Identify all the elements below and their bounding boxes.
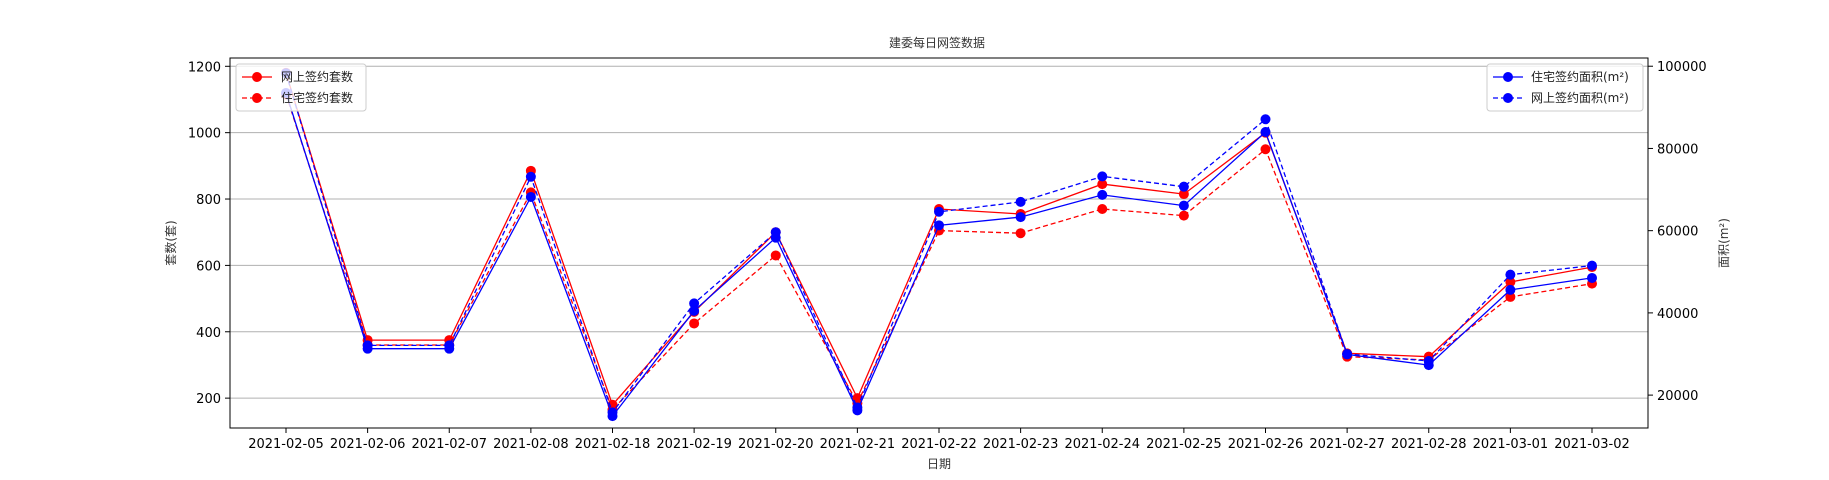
x-tick-label-4: 2021-02-18	[575, 437, 651, 452]
legend-left-label-1: 网上签约套数	[281, 69, 353, 84]
series-1-point-5	[689, 318, 700, 329]
right-tick-label-0: 20000	[1657, 389, 1698, 404]
right-tick-label-4: 100000	[1657, 60, 1707, 75]
left-tick-label-5: 1200	[188, 60, 221, 75]
series-3-point-10	[1097, 171, 1108, 182]
x-tick-label-13: 2021-02-27	[1309, 437, 1385, 452]
series-0-point-10	[1097, 179, 1108, 190]
series-3-point-14	[1423, 355, 1434, 366]
x-tick-label-6: 2021-02-20	[738, 437, 814, 452]
series-line-0	[285, 72, 1593, 407]
series-2-point-10	[1097, 189, 1108, 200]
legend-left: 网上签约套数 住宅签约套数	[235, 63, 367, 112]
legend-right-label-1: 住宅签约面积(m²)	[1531, 69, 1629, 84]
x-tick-label-9: 2021-02-23	[983, 437, 1059, 452]
series-3-point-3	[525, 171, 536, 182]
x-axis-title: 日期	[927, 457, 951, 471]
legend-right-marker-2	[1503, 93, 1513, 103]
series-2-point-11	[1178, 200, 1189, 211]
x-tick-label-14: 2021-02-28	[1391, 437, 1467, 452]
series-layer	[281, 67, 1597, 422]
x-tick-label-7: 2021-02-21	[820, 437, 896, 452]
x-tick-label-16: 2021-03-02	[1554, 437, 1630, 452]
legend-right-box	[1486, 63, 1644, 112]
series-0-point-11	[1178, 189, 1189, 200]
series-1-point-11	[1178, 210, 1189, 221]
x-tick-label-3: 2021-02-08	[493, 437, 569, 452]
x-tick-label-10: 2021-02-24	[1064, 437, 1140, 452]
series-3-point-2	[444, 340, 455, 351]
x-tick-label-2: 2021-02-07	[411, 437, 487, 452]
series-line-3	[285, 73, 1593, 414]
right-tick-label-1: 40000	[1657, 307, 1698, 322]
legend-right-label-2: 网上签约面积(m²)	[1531, 90, 1629, 105]
series-0-point-15	[1505, 276, 1516, 287]
legend-left-marker-2	[252, 93, 262, 103]
series-line-2	[285, 92, 1593, 418]
series-1-point-9	[1015, 228, 1026, 239]
x-tick-label-0: 2021-02-05	[248, 437, 324, 452]
series-3-point-4	[607, 407, 618, 418]
series-2-point-3	[525, 191, 536, 202]
plot-frame	[229, 57, 1649, 429]
left-tick-label-1: 400	[196, 326, 221, 341]
series-2-point-5	[689, 305, 700, 316]
series-3-point-6	[770, 227, 781, 238]
left-axis-title: 套数(套)	[163, 220, 178, 265]
series-3-point-12	[1260, 114, 1271, 125]
series-2-point-8	[934, 220, 944, 231]
left-tick-label-2: 600	[196, 259, 221, 274]
axes-layer: 200 400 600 800 1000 1200 20000 40000 60000 80000…	[188, 60, 1707, 452]
left-tick-label-4: 1000	[188, 127, 221, 142]
series-3-point-9	[1015, 196, 1026, 207]
series-3-point-13	[1342, 349, 1353, 359]
series-3-point-5	[689, 298, 700, 309]
series-1-point-15	[1505, 291, 1516, 302]
series-3-point-15	[1505, 269, 1516, 280]
series-2-point-16	[1587, 272, 1597, 283]
x-tick-label-8: 2021-02-22	[901, 437, 977, 452]
x-tick-label-11: 2021-02-25	[1146, 437, 1222, 452]
series-3-point-1	[362, 340, 373, 351]
grid-lines	[230, 65, 1648, 399]
series-3-point-11	[1178, 181, 1189, 192]
x-tick-label-1: 2021-02-06	[330, 437, 406, 452]
legend-left-box	[235, 63, 367, 112]
series-2-point-9	[1015, 212, 1026, 223]
legend-right: 住宅签约面积(m²) 网上签约面积(m²)	[1486, 63, 1644, 112]
right-tick-label-3: 80000	[1657, 142, 1698, 157]
series-1-point-6	[770, 250, 781, 261]
chart-title: 建委每日网签数据	[889, 35, 985, 50]
series-1-point-10	[1097, 203, 1108, 214]
right-axis-title: 面积(m²)	[1717, 218, 1731, 268]
legend-right-marker-1	[1503, 72, 1513, 82]
series-3-point-7	[852, 402, 863, 413]
right-tick-label-2: 60000	[1657, 225, 1698, 240]
x-tick-label-12: 2021-02-26	[1228, 437, 1304, 452]
x-tick-label-15: 2021-03-01	[1473, 437, 1549, 452]
legend-left-label-2: 住宅签约套数	[281, 90, 353, 105]
left-tick-label-3: 800	[196, 193, 221, 208]
series-3-point-16	[1587, 260, 1597, 271]
series-2-point-15	[1505, 284, 1516, 295]
series-line-1	[285, 94, 1593, 411]
series-3-point-8	[934, 206, 944, 217]
legend-left-marker-1	[252, 72, 262, 82]
x-tick-label-5: 2021-02-19	[656, 437, 732, 452]
series-1-point-12	[1260, 144, 1271, 155]
series-2-point-12	[1260, 127, 1271, 137]
left-tick-label-0: 200	[196, 392, 221, 407]
